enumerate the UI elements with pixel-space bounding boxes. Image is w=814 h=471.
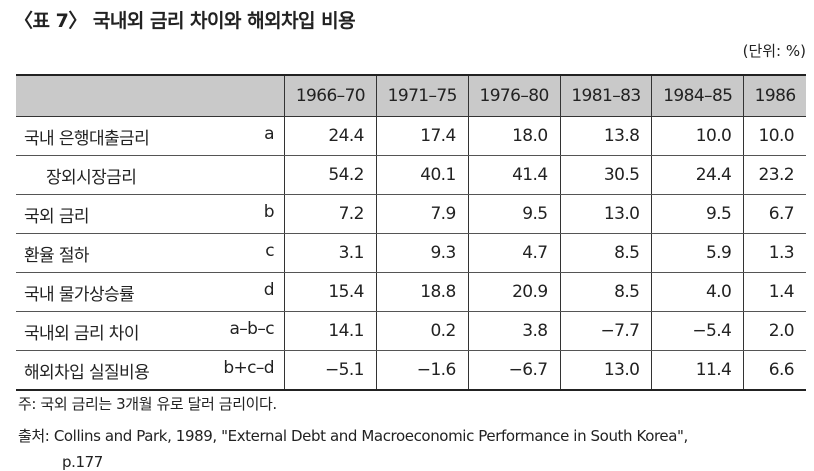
- value-cell: 30.5: [559, 155, 652, 195]
- table-row: a–b–c 국내외 금리 차이 14.1 0.2 3.8 −7.7 −5.4 2.0: [16, 311, 806, 351]
- value-cell: 7.9: [375, 194, 469, 234]
- row-label: 장외시장금리: [46, 167, 137, 188]
- value-cell: 1.3: [743, 233, 806, 273]
- row-label-cell: b 국외 금리: [16, 194, 285, 234]
- table-row: a 국내 은행대출금리 24.4 17.4 18.0 13.8 10.0 10.0: [16, 116, 806, 156]
- value-cell: 41.4: [467, 155, 561, 195]
- value-cell: −7.7: [559, 311, 652, 351]
- value-cell: 10.0: [743, 116, 806, 156]
- note: 주: 국외 금리는 3개월 유로 달러 금리이다.: [18, 395, 277, 413]
- value-cell: 13.0: [559, 350, 652, 391]
- row-label: 국내 은행대출금리: [24, 128, 150, 149]
- row-code: a–b–c: [229, 318, 274, 339]
- source: 출처: Collins and Park, 1989, "External De…: [18, 427, 688, 445]
- value-cell: 24.4: [651, 155, 744, 195]
- value-cell: 6.6: [743, 350, 806, 391]
- column-header: 1976–80: [467, 74, 561, 117]
- row-label: 해외차입 실질비용: [24, 362, 150, 383]
- value-cell: 9.5: [467, 194, 561, 234]
- value-cell: 3.8: [467, 311, 561, 351]
- row-label-cell: c 환율 절하: [16, 233, 285, 273]
- source-page: p.177: [62, 453, 103, 471]
- column-header: 1986: [743, 74, 806, 117]
- value-cell: 8.5: [559, 272, 652, 312]
- value-cell: 18.0: [467, 116, 561, 156]
- unit: (단위: %): [742, 42, 806, 60]
- data-table: 1966–70 1971–75 1976–80 1981–83 1984–85 1986 …: [16, 74, 806, 391]
- value-cell: 6.7: [743, 194, 806, 234]
- value-cell: 8.5: [559, 233, 652, 273]
- value-cell: −1.6: [375, 350, 469, 391]
- value-cell: 4.7: [467, 233, 561, 273]
- column-header: 1966–70: [284, 74, 377, 117]
- value-cell: −6.7: [467, 350, 561, 391]
- table-row: 장외시장금리 54.2 40.1 41.4 30.5 24.4 23.2: [16, 155, 806, 195]
- value-cell: 4.0: [651, 272, 744, 312]
- table-body: a 국내 은행대출금리 24.4 17.4 18.0 13.8 10.0 10.0 장외시장금리…: [16, 116, 806, 391]
- value-cell: 10.0: [651, 116, 744, 156]
- value-cell: 1.4: [743, 272, 806, 312]
- value-cell: 11.4: [651, 350, 744, 391]
- row-code: c: [265, 240, 274, 261]
- row-label-cell: a–b–c 국내외 금리 차이: [16, 311, 285, 351]
- row-label-cell: d 국내 물가상승률: [16, 272, 285, 312]
- value-cell: 54.2: [284, 155, 377, 195]
- value-cell: 2.0: [743, 311, 806, 351]
- row-label: 국내 물가상승률: [24, 284, 135, 305]
- value-cell: 13.8: [559, 116, 652, 156]
- header-row: 1966–70 1971–75 1976–80 1981–83 1984–85 1986: [16, 74, 806, 117]
- value-cell: −5.4: [651, 311, 744, 351]
- title: 〈표 7〉 국내외 금리 차이와 해외차입 비용: [14, 10, 356, 32]
- column-header: 1981–83: [559, 74, 652, 117]
- table-row: b 국외 금리 7.2 7.9 9.5 13.0 9.5 6.7: [16, 194, 806, 234]
- row-code: b: [263, 201, 275, 222]
- value-cell: 0.2: [375, 311, 469, 351]
- row-label-cell: b+c–d 해외차입 실질비용: [16, 350, 285, 391]
- value-cell: 20.9: [467, 272, 561, 312]
- row-label: 국외 금리: [24, 206, 90, 227]
- row-code: d: [263, 279, 275, 300]
- value-cell: 23.2: [743, 155, 806, 195]
- row-code: b+c–d: [223, 357, 274, 378]
- value-cell: 15.4: [284, 272, 377, 312]
- column-header: 1971–75: [375, 74, 469, 117]
- row-label-cell: a 국내 은행대출금리: [16, 116, 285, 156]
- column-header: 1984–85: [651, 74, 744, 117]
- corner-cell: [16, 74, 285, 117]
- row-label: 국내외 금리 차이: [24, 323, 139, 344]
- row-code: a: [264, 123, 274, 144]
- value-cell: 17.4: [375, 116, 469, 156]
- value-cell: 24.4: [284, 116, 377, 156]
- value-cell: 5.9: [651, 233, 744, 273]
- value-cell: 9.3: [375, 233, 469, 273]
- value-cell: 3.1: [284, 233, 377, 273]
- value-cell: −5.1: [284, 350, 377, 391]
- row-label-cell: 장외시장금리: [16, 155, 285, 195]
- table-row: d 국내 물가상승률 15.4 18.8 20.9 8.5 4.0 1.4: [16, 272, 806, 312]
- value-cell: 7.2: [284, 194, 377, 234]
- table-row: b+c–d 해외차입 실질비용 −5.1 −1.6 −6.7 13.0 11.4 6.6: [16, 350, 806, 391]
- value-cell: 14.1: [284, 311, 377, 351]
- value-cell: 13.0: [559, 194, 652, 234]
- row-label: 환율 절하: [24, 245, 90, 266]
- value-cell: 9.5: [651, 194, 744, 234]
- value-cell: 18.8: [375, 272, 469, 312]
- value-cell: 40.1: [375, 155, 469, 195]
- table-row: c 환율 절하 3.1 9.3 4.7 8.5 5.9 1.3: [16, 233, 806, 273]
